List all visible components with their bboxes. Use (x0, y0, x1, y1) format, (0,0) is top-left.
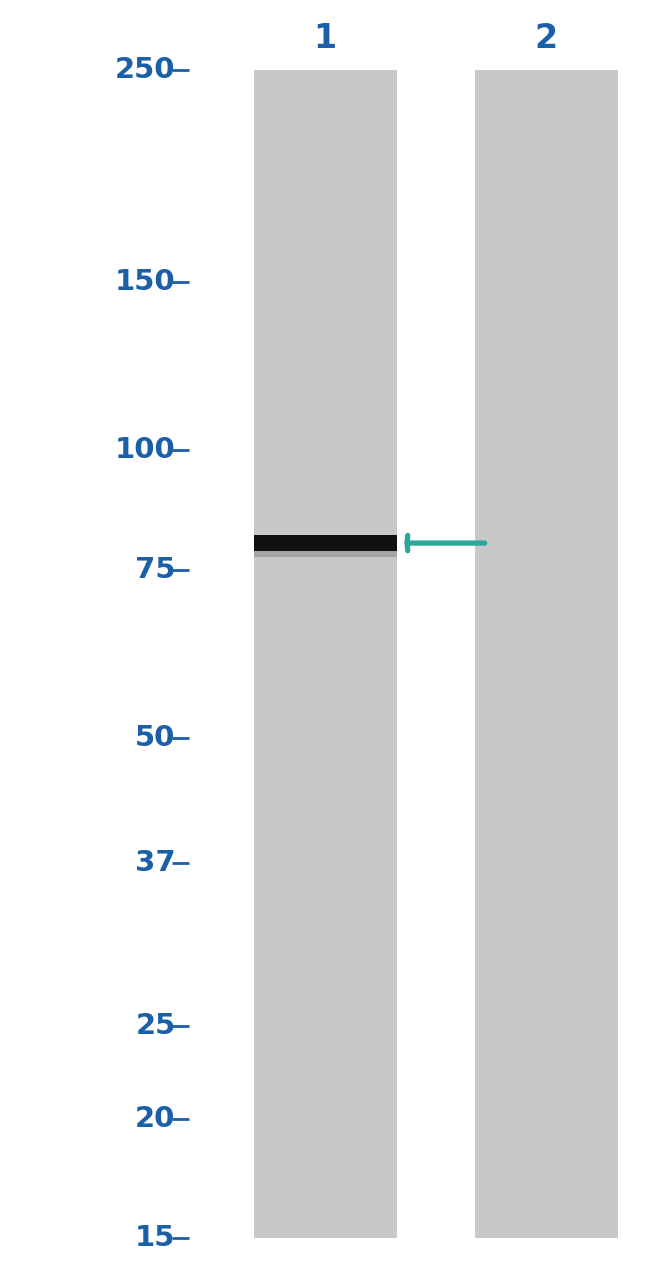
Text: 250: 250 (115, 56, 176, 84)
Bar (254, 535, 396, 551)
Bar (254, 551, 396, 558)
Text: 37: 37 (135, 850, 176, 878)
Text: 150: 150 (115, 268, 176, 296)
Text: 100: 100 (115, 437, 176, 465)
Text: 75: 75 (135, 556, 176, 584)
Text: 1: 1 (313, 22, 337, 55)
Text: 50: 50 (135, 724, 176, 752)
Text: 15: 15 (135, 1224, 176, 1252)
Bar (254, 70, 396, 1238)
Bar (474, 70, 618, 1238)
Text: 25: 25 (135, 1012, 176, 1040)
Text: 2: 2 (534, 22, 558, 55)
Text: 20: 20 (135, 1105, 176, 1133)
